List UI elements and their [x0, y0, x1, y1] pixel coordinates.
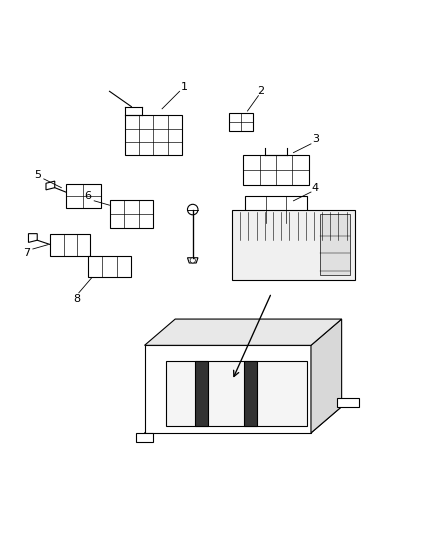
Polygon shape [195, 361, 208, 426]
FancyBboxPatch shape [229, 113, 253, 131]
Text: 3: 3 [312, 134, 319, 144]
Text: 7: 7 [23, 248, 30, 259]
Text: 1: 1 [180, 82, 187, 92]
FancyBboxPatch shape [125, 115, 182, 155]
Polygon shape [244, 361, 257, 426]
Polygon shape [232, 209, 355, 280]
Polygon shape [28, 233, 37, 243]
Text: 6: 6 [84, 191, 91, 201]
Text: 2: 2 [257, 86, 264, 96]
Polygon shape [337, 398, 359, 407]
Polygon shape [46, 181, 55, 190]
Text: 5: 5 [34, 169, 41, 180]
FancyBboxPatch shape [110, 200, 153, 228]
Polygon shape [145, 407, 342, 433]
Polygon shape [145, 345, 311, 433]
Text: 4: 4 [312, 183, 319, 192]
FancyBboxPatch shape [243, 155, 309, 185]
Circle shape [187, 204, 198, 215]
Polygon shape [311, 319, 342, 433]
Polygon shape [145, 319, 342, 345]
Text: 8: 8 [73, 294, 80, 304]
FancyBboxPatch shape [245, 197, 307, 223]
FancyBboxPatch shape [88, 255, 131, 278]
Polygon shape [136, 433, 153, 442]
Polygon shape [166, 361, 307, 426]
FancyBboxPatch shape [320, 214, 350, 275]
Polygon shape [187, 258, 198, 263]
Circle shape [190, 258, 195, 263]
FancyBboxPatch shape [66, 184, 101, 208]
FancyBboxPatch shape [50, 233, 90, 255]
